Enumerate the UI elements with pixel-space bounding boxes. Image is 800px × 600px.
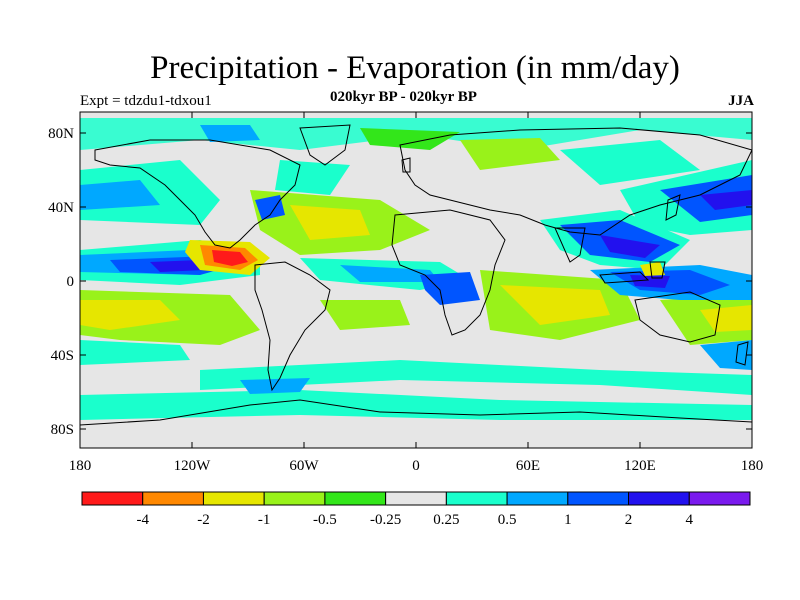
legend-label: -0.25 [370,512,401,528]
lon-tick-label: 60E [516,458,540,474]
lon-tick-label: 180 [741,458,764,474]
lat-tick-label: 40N [48,200,74,216]
season-label: JJA [728,93,754,109]
lat-tick-label: 80N [48,126,74,142]
legend-swatch [202,491,265,506]
legend-swatch [688,491,751,506]
legend-swatch [324,491,387,506]
legend-swatch [142,491,204,506]
legend-label: 2 [625,512,633,528]
legend-label: -4 [136,512,149,528]
color-legend: -4 -2 -1 -0.5 -0.25 0.25 0.5 1 2 4 [81,491,751,528]
lon-tick-label: 60W [289,458,319,474]
coastlines [80,124,752,426]
lat-tick-label: 80S [51,422,74,438]
lon-tick-label: 180 [69,458,92,474]
experiment-label: Expt = tdzdu1-tdxou1 [80,93,212,109]
longitude-axis: 180 120W 60W 0 60E 120E 180 [69,112,764,474]
chart-title: Precipitation - Evaporation (in mm/day) [150,50,680,86]
legend-label: 0.5 [498,512,517,528]
legend-label: -1 [258,512,271,528]
lat-tick-label: 0 [67,274,75,290]
lon-tick-label: 120E [624,458,656,474]
legend-swatch [567,491,630,506]
legend-swatch [81,491,144,506]
lon-tick-label: 120W [174,458,212,474]
legend-label: 1 [564,512,572,528]
period-label: 020kyr BP - 020kyr BP [330,89,477,105]
legend-swatch [506,491,569,506]
lon-tick-label: 0 [412,458,420,474]
legend-swatch [385,491,447,506]
legend-label: 0.25 [433,512,459,528]
latitude-axis: 80N 40N 0 40S 80S [48,126,752,438]
legend-label: -2 [197,512,210,528]
legend-swatch [445,491,508,506]
field-contours [80,118,752,448]
legend-label: 4 [686,512,694,528]
lat-tick-label: 40S [51,348,74,364]
legend-swatch [628,491,690,506]
map-panel [79,111,753,449]
legend-swatch [263,491,326,506]
legend-label: -0.5 [313,512,337,528]
